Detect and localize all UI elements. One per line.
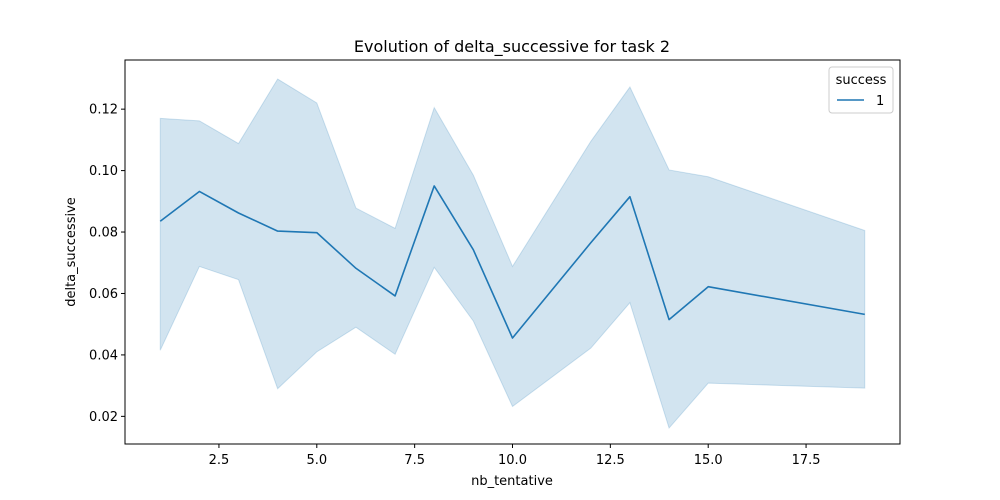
y-tick-label: 0.10 bbox=[89, 164, 118, 179]
x-axis: 2.5 5.0 7.5 10.0 12.5 15.0 17.5 bbox=[209, 444, 821, 468]
x-tick-label: 17.5 bbox=[792, 453, 821, 468]
series-line-layer bbox=[159, 185, 865, 339]
x-tick-label: 5.0 bbox=[306, 453, 327, 468]
x-tick-label: 10.0 bbox=[498, 453, 527, 468]
confidence-band-series-0 bbox=[159, 78, 866, 430]
series-line-0 bbox=[159, 185, 865, 339]
y-tick-label: 0.04 bbox=[89, 348, 118, 363]
x-tick-label: 12.5 bbox=[596, 453, 625, 468]
legend-title: success bbox=[836, 73, 887, 88]
legend: success 1 bbox=[828, 66, 894, 114]
y-tick-label: 0.02 bbox=[89, 410, 118, 425]
y-axis-label: delta_successive bbox=[64, 197, 79, 307]
y-axis: 0.02 0.04 0.06 0.08 0.10 0.12 bbox=[89, 103, 125, 425]
confidence-band-layer bbox=[159, 78, 866, 430]
y-tick-label: 0.12 bbox=[89, 103, 118, 118]
x-tick-label: 7.5 bbox=[404, 453, 425, 468]
legend-box bbox=[828, 66, 894, 114]
x-tick-label: 2.5 bbox=[209, 453, 230, 468]
legend-entry-label: 1 bbox=[876, 94, 884, 109]
y-tick-label: 0.08 bbox=[89, 226, 118, 241]
x-tick-label: 15.0 bbox=[694, 453, 723, 468]
y-tick-label: 0.06 bbox=[89, 287, 118, 302]
x-axis-label: nb_tentative bbox=[471, 474, 553, 489]
chart-title: Evolution of delta_successive for task 2 bbox=[354, 37, 670, 57]
